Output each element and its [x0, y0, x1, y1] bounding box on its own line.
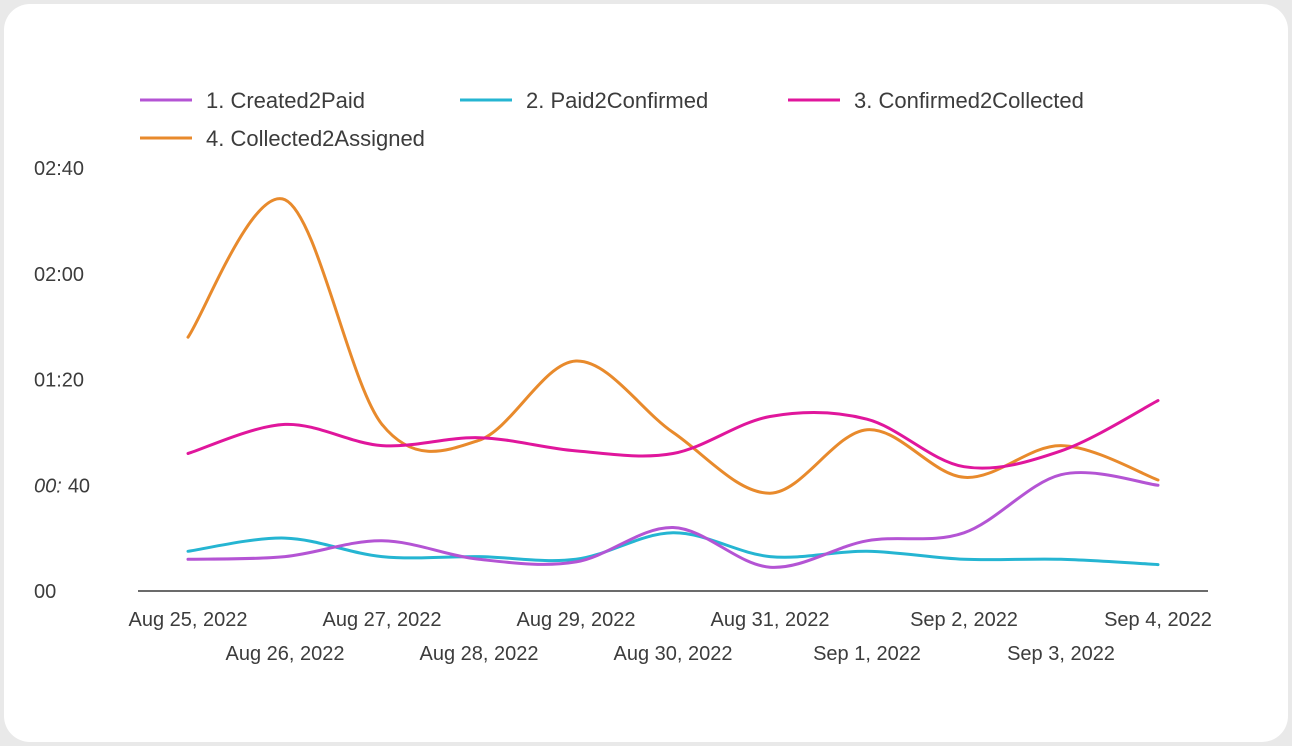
- y-tick-label: 01:20: [34, 370, 84, 392]
- legend-item: 3. Confirmed2Collected: [788, 88, 1084, 113]
- x-tick-label: Sep 3, 2022: [1007, 643, 1115, 665]
- x-tick-label: Sep 2, 2022: [910, 609, 1018, 631]
- x-tick-label: Aug 29, 2022: [517, 609, 636, 631]
- x-tick-label: Sep 1, 2022: [813, 643, 921, 665]
- y-tick-label: 00: 40: [34, 475, 90, 497]
- y-tick-label: 00: [34, 581, 56, 603]
- legend-label: 4. Collected2Assigned: [206, 126, 425, 151]
- series-lines: [186, 197, 1160, 569]
- legend-item: 2. Paid2Confirmed: [460, 88, 708, 113]
- y-tick-label: 02:40: [34, 158, 84, 180]
- legend-item: 1. Created2Paid: [140, 88, 365, 113]
- series-line-2: [186, 531, 1160, 567]
- x-tick-label: Aug 31, 2022: [711, 609, 830, 631]
- legend-label: 1. Created2Paid: [206, 88, 365, 113]
- chart-card: [4, 4, 1288, 742]
- y-tick-label: 02:00: [34, 264, 84, 286]
- legend-item: 4. Collected2Assigned: [140, 126, 425, 151]
- x-tick-label: Aug 30, 2022: [614, 643, 733, 665]
- x-tick-label: Sep 4, 2022: [1104, 609, 1212, 631]
- y-axis: 00 00: 40 01:20 02:00 02:40: [34, 158, 90, 603]
- legend-label: 3. Confirmed2Collected: [854, 88, 1084, 113]
- series-line-3: [186, 399, 1160, 470]
- y-tick-label-part: 00:: [34, 475, 62, 497]
- x-tick-label: Aug 26, 2022: [226, 643, 345, 665]
- y-tick-label-part: 40: [68, 475, 90, 497]
- x-tick-label: Aug 28, 2022: [420, 643, 539, 665]
- x-tick-label: Aug 27, 2022: [323, 609, 442, 631]
- x-axis: Aug 25, 2022 Aug 26, 2022 Aug 27, 2022 Aug …: [129, 590, 1212, 665]
- legend: 1. Created2Paid 2. Paid2Confirmed 3. Confi…: [140, 88, 1084, 151]
- x-tick-label: Aug 25, 2022: [129, 609, 248, 631]
- legend-label: 2. Paid2Confirmed: [526, 88, 708, 113]
- series-line-1: [186, 471, 1160, 569]
- series-line-4: [186, 197, 1160, 495]
